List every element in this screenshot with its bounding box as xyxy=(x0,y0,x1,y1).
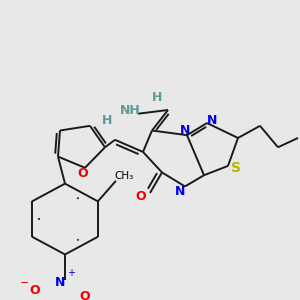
Text: O: O xyxy=(136,190,146,203)
Text: O: O xyxy=(78,167,88,180)
Text: +: + xyxy=(67,268,75,278)
Text: NH: NH xyxy=(120,104,140,117)
Text: H: H xyxy=(102,114,112,127)
Text: S: S xyxy=(231,161,241,175)
Text: O: O xyxy=(80,290,90,300)
Text: N: N xyxy=(207,114,217,127)
Text: H: H xyxy=(152,92,162,104)
Text: N: N xyxy=(175,184,185,198)
Text: −: − xyxy=(20,278,30,288)
Text: CH₃: CH₃ xyxy=(114,171,134,181)
Text: O: O xyxy=(30,284,40,297)
Text: N: N xyxy=(180,124,190,137)
Text: N: N xyxy=(55,276,65,289)
